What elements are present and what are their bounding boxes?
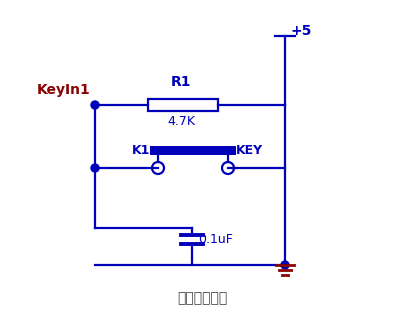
Circle shape [281,261,289,269]
Text: K1: K1 [132,144,150,157]
Text: 硬件电容消抖: 硬件电容消抖 [177,291,227,305]
Circle shape [91,164,99,172]
Text: 4.7K: 4.7K [167,115,195,128]
Text: R1: R1 [171,75,191,89]
Text: KeyIn1: KeyIn1 [36,83,90,97]
Text: KEY: KEY [236,144,263,157]
Text: +5: +5 [290,24,311,38]
Circle shape [91,101,99,109]
Text: 0.1uF: 0.1uF [198,233,233,246]
Bar [150,145,236,154]
Bar [148,99,218,111]
